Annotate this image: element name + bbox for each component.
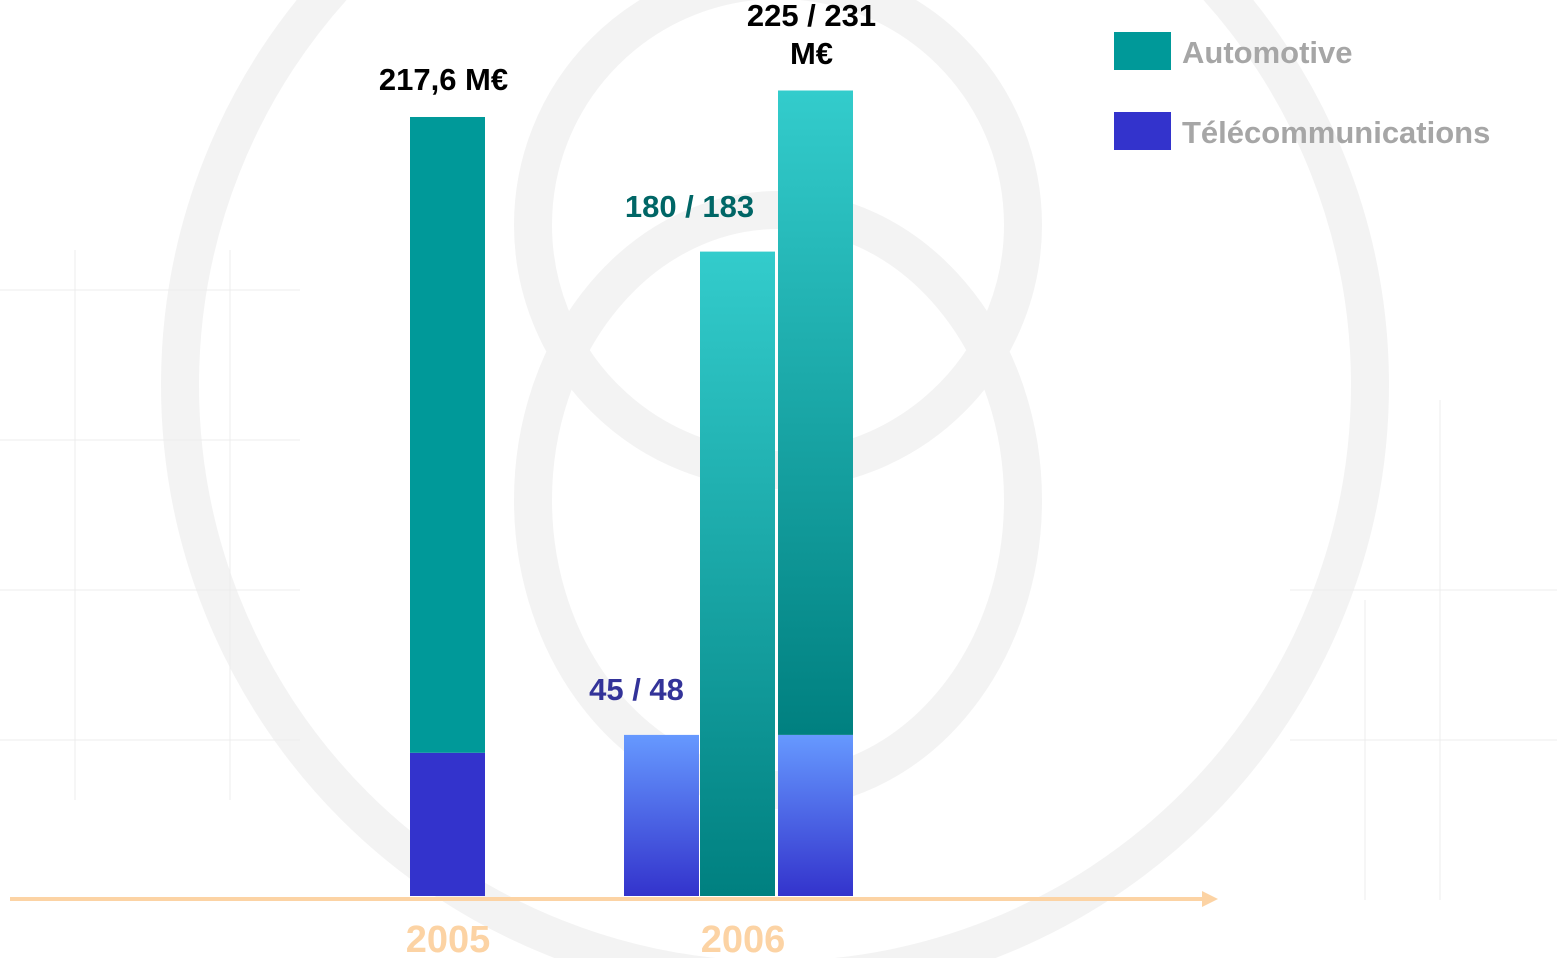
data-label: 45 / 48 [589,671,684,707]
legend-swatch [1114,112,1171,150]
bar-segment [410,116,485,753]
total-label: 225 / 231 M€ [746,0,877,71]
bar-segment [778,90,853,735]
legend-label: Télécommunications [1182,115,1491,150]
bar-segment [778,734,853,896]
bar-segment [700,251,775,897]
legend-swatch [1114,32,1171,70]
x-axis [10,891,1218,907]
data-label: 180 / 183 [624,188,755,224]
grid-decoration [0,250,1557,900]
legend-label: Automotive [1182,35,1353,70]
x-tick-label: 2005 [405,919,491,958]
total-label: 217,6 M€ [378,61,509,97]
x-tick-label: 2006 [700,919,786,958]
bar-segment [410,752,485,896]
bar-segment [624,734,699,896]
